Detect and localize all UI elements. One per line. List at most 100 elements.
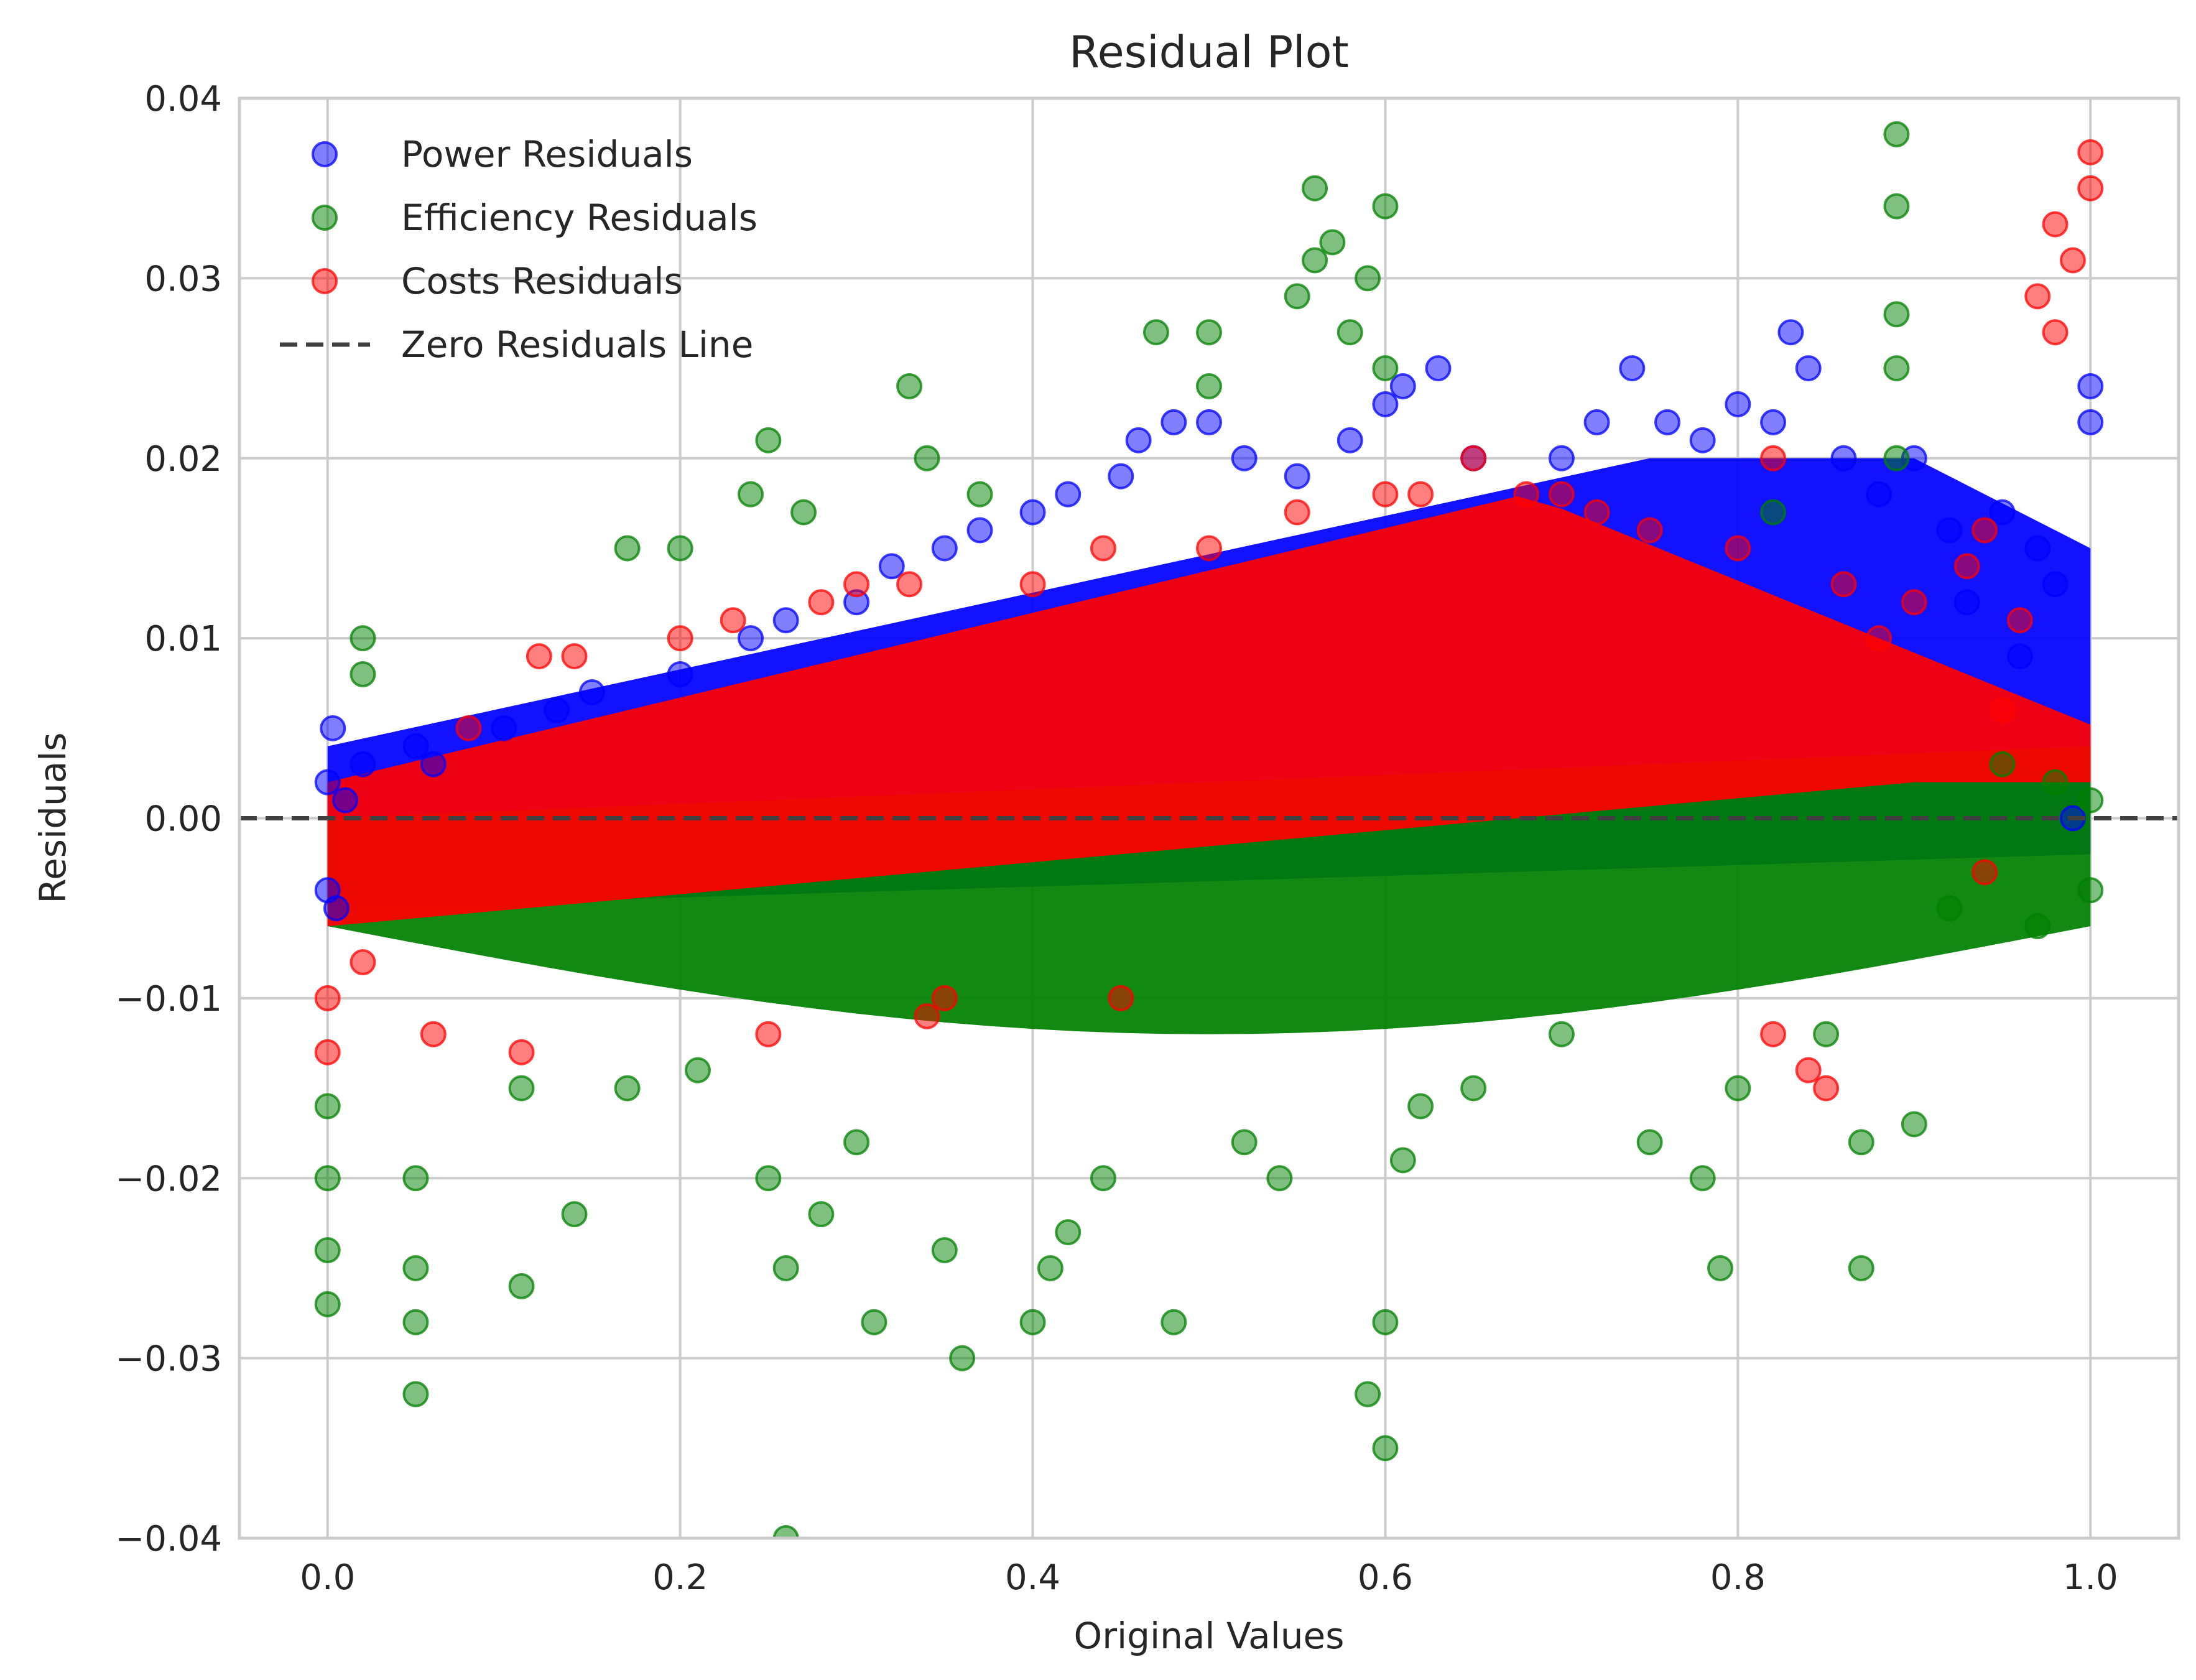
data-point [931, 985, 958, 1011]
data-point [1636, 517, 1663, 544]
data-point [738, 625, 764, 652]
data-point [314, 1165, 341, 1192]
data-point [455, 715, 482, 741]
data-point [1725, 391, 1751, 417]
y-tick-label: −0.02 [115, 1159, 222, 1199]
data-point [1284, 283, 1310, 310]
plot-frame [238, 96, 2180, 1540]
data-point [667, 625, 693, 652]
data-point [2024, 913, 2051, 940]
data-point [1284, 463, 1310, 490]
data-point [1848, 1255, 1874, 1281]
data-point [1019, 1309, 1046, 1335]
data-point [966, 517, 993, 544]
data-point [1460, 445, 1487, 471]
data-point [1883, 445, 1910, 471]
data-point [896, 373, 923, 399]
data-point [1725, 1075, 1751, 1102]
data-point [314, 1291, 341, 1317]
data-point [1319, 229, 1346, 256]
data-point [1372, 391, 1399, 417]
y-tick-label: 0.03 [144, 259, 222, 299]
data-point [314, 985, 341, 1011]
y-tick-label: −0.01 [115, 979, 222, 1019]
data-point [1372, 1309, 1399, 1335]
x-tick-label: 0.6 [1358, 1557, 1413, 1598]
data-point [2077, 139, 2104, 165]
x-tick-label: 0.0 [300, 1557, 355, 1598]
data-point [508, 1039, 535, 1065]
data-point [1636, 1129, 1663, 1156]
data-point [1231, 1129, 1258, 1156]
data-point [1337, 319, 1363, 346]
data-point [350, 751, 376, 777]
data-point [1090, 1165, 1116, 1192]
data-point [755, 1165, 782, 1192]
legend-marker [312, 205, 338, 231]
data-point [1936, 895, 1963, 922]
data-point [561, 1201, 588, 1228]
data-point [2006, 607, 2033, 634]
data-point [1848, 1129, 1874, 1156]
data-point [350, 661, 376, 687]
data-point [667, 661, 693, 687]
legend-marker [312, 268, 338, 294]
data-point [1161, 1309, 1187, 1335]
data-point [1037, 1255, 1063, 1281]
series-2 [314, 139, 2104, 1102]
data-point [420, 751, 447, 777]
x-tick-label: 0.8 [1710, 1557, 1766, 1598]
data-point [1866, 481, 1893, 508]
data-point [1777, 319, 1804, 346]
x-tick-label: 0.4 [1005, 1557, 1060, 1598]
data-point [755, 427, 782, 453]
data-point [508, 1075, 535, 1102]
y-tick-label: 0.04 [144, 79, 222, 119]
x-tick-label: 0.2 [652, 1557, 708, 1598]
data-point [491, 715, 517, 741]
data-point [1654, 409, 1680, 435]
data-point [402, 1309, 429, 1335]
series-1 [314, 121, 2104, 1538]
data-point [1125, 427, 1152, 453]
legend-label: Costs Residuals [401, 260, 683, 302]
data-point [1866, 625, 1893, 652]
data-point [1971, 517, 1998, 544]
data-point [1337, 427, 1363, 453]
data-point [1760, 409, 1787, 435]
data-point [1196, 319, 1222, 346]
data-point [1460, 1075, 1487, 1102]
data-point [738, 481, 764, 508]
data-point [914, 445, 940, 471]
data-point [772, 1525, 799, 1538]
data-point [350, 949, 376, 975]
legend: Power Residuals Efficiency Residuals Costs… [280, 133, 757, 366]
data-point [1707, 1255, 1734, 1281]
data-point [1196, 409, 1222, 435]
data-point [2077, 787, 2104, 814]
data-point [1936, 517, 1963, 544]
data-point [2077, 877, 2104, 904]
data-point [684, 1057, 711, 1084]
data-point [402, 1165, 429, 1192]
data-point [1953, 553, 1980, 580]
data-point [402, 1255, 429, 1281]
data-point [1372, 355, 1399, 382]
data-point [1142, 319, 1169, 346]
data-point [1284, 499, 1310, 526]
y-tick-label: 0.00 [144, 799, 222, 840]
data-point [966, 481, 993, 508]
data-point [808, 589, 835, 616]
y-tick-label: 0.01 [144, 619, 222, 659]
legend-label: Power Residuals [401, 133, 693, 175]
data-point [1830, 445, 1857, 471]
y-tick-label: 0.02 [144, 439, 222, 480]
data-point [1389, 1147, 1416, 1174]
data-point [1372, 481, 1399, 508]
legend-label: Efficiency Residuals [401, 197, 757, 239]
data-point [2042, 769, 2069, 796]
data-point [320, 715, 346, 741]
data-point [2042, 211, 2069, 238]
data-point [1883, 301, 1910, 328]
data-point [1019, 571, 1046, 598]
